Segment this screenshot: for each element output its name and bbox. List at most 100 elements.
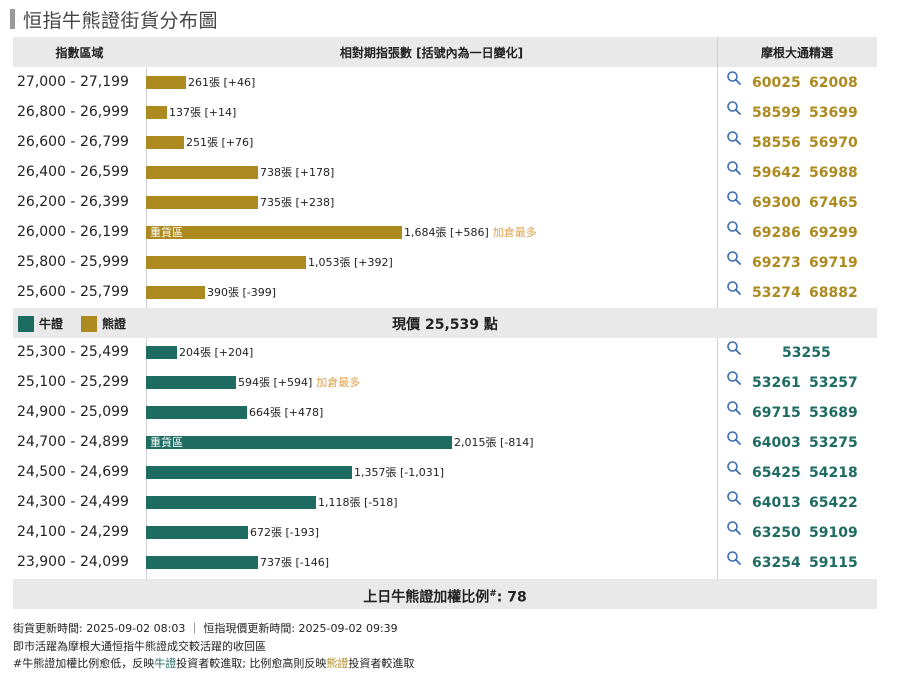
bull-row: 25,300 - 25,499 204張 [+204] 53255 — [13, 338, 877, 368]
search-icon[interactable] — [726, 490, 742, 506]
heavy-zone-label: 重貨區 — [150, 226, 183, 239]
column-divider — [717, 338, 718, 579]
index-range: 23,900 - 24,099 — [17, 554, 129, 570]
bear-row: 26,200 - 26,399 735張 [+238] 69300 67465 — [13, 188, 877, 218]
warrant-code-link[interactable]: 63250 — [752, 525, 801, 541]
ratio-value: : 78 — [496, 589, 527, 606]
warrant-code-link[interactable]: 56970 — [809, 135, 858, 151]
search-icon[interactable] — [726, 280, 742, 296]
warrant-code-link[interactable]: 69715 — [752, 405, 801, 421]
contract-count-text: 594張 [+594] — [238, 376, 313, 389]
warrant-code-link[interactable]: 53699 — [809, 105, 858, 121]
warrant-code-link[interactable]: 69300 — [752, 195, 801, 211]
bull-bar — [146, 406, 247, 419]
warrant-code-link[interactable]: 53257 — [809, 375, 858, 391]
index-range: 27,000 - 27,199 — [17, 74, 129, 90]
index-range: 24,100 - 24,299 — [17, 524, 129, 540]
contract-count-text: 261張 [+46] — [188, 76, 256, 89]
search-icon[interactable] — [726, 400, 742, 416]
contract-count-label: 735張 [+238] — [260, 194, 334, 210]
warrant-code-link[interactable]: 59115 — [809, 555, 858, 571]
index-range: 24,900 - 25,099 — [17, 404, 129, 420]
bear-bar — [146, 256, 306, 269]
warrant-code-link[interactable]: 59642 — [752, 165, 801, 181]
ratio-note-bull: 牛證 — [154, 657, 177, 670]
search-icon[interactable] — [726, 550, 742, 566]
search-icon[interactable] — [726, 130, 742, 146]
warrant-code-link[interactable]: 69273 — [752, 255, 801, 271]
bull-row: 24,100 - 24,299 672張 [-193] 63250 59109 — [13, 518, 877, 548]
bull-row: 23,900 - 24,099 737張 [-146] 63254 59115 — [13, 548, 877, 578]
contract-count-label: 1,684張 [+586] 加倉最多 — [404, 224, 537, 240]
legend-bear-swatch — [81, 315, 98, 332]
warrant-code-link[interactable]: 65425 — [752, 465, 801, 481]
ratio-note-text: #牛熊證加權比例愈低，反映 — [13, 657, 155, 670]
search-icon[interactable] — [726, 250, 742, 266]
warrant-code-link[interactable]: 53255 — [782, 345, 831, 361]
warrant-code-link[interactable]: 62008 — [809, 75, 858, 91]
bull-bar — [146, 496, 316, 509]
ratio-note-bear: 熊證 — [326, 657, 349, 670]
bear-bar — [146, 166, 258, 179]
contract-count-text: 664張 [+478] — [249, 406, 324, 419]
index-range: 24,300 - 24,499 — [17, 494, 129, 510]
warrant-code-link[interactable]: 68882 — [809, 285, 858, 301]
bear-row: 25,600 - 25,799 390張 [-399] 53274 68882 — [13, 278, 877, 308]
warrant-code-link[interactable]: 53689 — [809, 405, 858, 421]
contract-count-text: 390張 [-399] — [207, 286, 277, 299]
warrant-code-link[interactable]: 58599 — [752, 105, 801, 121]
search-icon[interactable] — [726, 100, 742, 116]
bull-row: 24,300 - 24,499 1,118張 [-518] 64013 65422 — [13, 488, 877, 518]
bull-row: 25,100 - 25,299 594張 [+594] 加倉最多 53261 53257 — [13, 368, 877, 398]
index-range: 25,800 - 25,999 — [17, 254, 129, 270]
contract-count-label: 672張 [-193] — [250, 524, 319, 540]
contract-count-label: 261張 [+46] — [188, 74, 255, 90]
contract-count-label: 137張 [+14] — [169, 104, 236, 120]
bull-bar — [146, 466, 352, 479]
header-contracts: 相對期指張數 [括號內為一日變化] — [146, 37, 717, 67]
warrant-code-link[interactable]: 59109 — [809, 525, 858, 541]
warrant-code-link[interactable]: 56988 — [809, 165, 858, 181]
contract-count-label: 1,118張 [-518] — [318, 494, 398, 510]
column-divider — [717, 37, 718, 308]
warrant-code-link[interactable]: 54218 — [809, 465, 858, 481]
warrant-code-link[interactable]: 65422 — [809, 495, 858, 511]
search-icon[interactable] — [726, 460, 742, 476]
index-range: 25,300 - 25,499 — [17, 344, 129, 360]
search-icon[interactable] — [726, 70, 742, 86]
warrant-code-link[interactable]: 67465 — [809, 195, 858, 211]
warrant-code-link[interactable]: 69286 — [752, 225, 801, 241]
search-icon[interactable] — [726, 430, 742, 446]
legend-bull-label: 牛證 — [39, 317, 64, 331]
warrant-code-link[interactable]: 64003 — [752, 435, 801, 451]
title-marker — [10, 9, 15, 29]
warrant-code-link[interactable]: 69719 — [809, 255, 858, 271]
warrant-code-link[interactable]: 58556 — [752, 135, 801, 151]
bear-row: 26,000 - 26,199 重貨區 1,684張 [+586] 加倉最多 69286… — [13, 218, 877, 248]
legend-bull-swatch — [18, 315, 34, 332]
search-icon[interactable] — [726, 520, 742, 536]
heavy-zone-label: 重貨區 — [150, 436, 183, 449]
ratio-label: 上日牛熊證加權比例 — [363, 589, 490, 606]
contract-count-label: 737張 [-146] — [260, 554, 329, 570]
index-range: 26,400 - 26,599 — [17, 164, 129, 180]
column-divider — [146, 338, 147, 579]
contract-count-text: 1,118張 [-518] — [318, 496, 398, 509]
search-icon[interactable] — [726, 190, 742, 206]
warrant-code-link[interactable]: 69299 — [809, 225, 858, 241]
contract-count-text: 735張 [+238] — [260, 196, 335, 209]
search-icon[interactable] — [726, 160, 742, 176]
warrant-code-link[interactable]: 53275 — [809, 435, 858, 451]
warrant-code-link[interactable]: 53274 — [752, 285, 801, 301]
search-icon[interactable] — [726, 340, 742, 356]
page-title: 恒指牛熊證街貨分布圖 — [10, 7, 218, 32]
search-icon[interactable] — [726, 220, 742, 236]
warrant-code-link[interactable]: 53261 — [752, 375, 801, 391]
bear-row: 26,600 - 26,799 251張 [+76] 58556 56970 — [13, 128, 877, 158]
bear-row: 26,400 - 26,599 738張 [+178] 59642 56988 — [13, 158, 877, 188]
bear-bar — [146, 196, 258, 209]
warrant-code-link[interactable]: 60025 — [752, 75, 801, 91]
search-icon[interactable] — [726, 370, 742, 386]
warrant-code-link[interactable]: 63254 — [752, 555, 801, 571]
warrant-code-link[interactable]: 64013 — [752, 495, 801, 511]
